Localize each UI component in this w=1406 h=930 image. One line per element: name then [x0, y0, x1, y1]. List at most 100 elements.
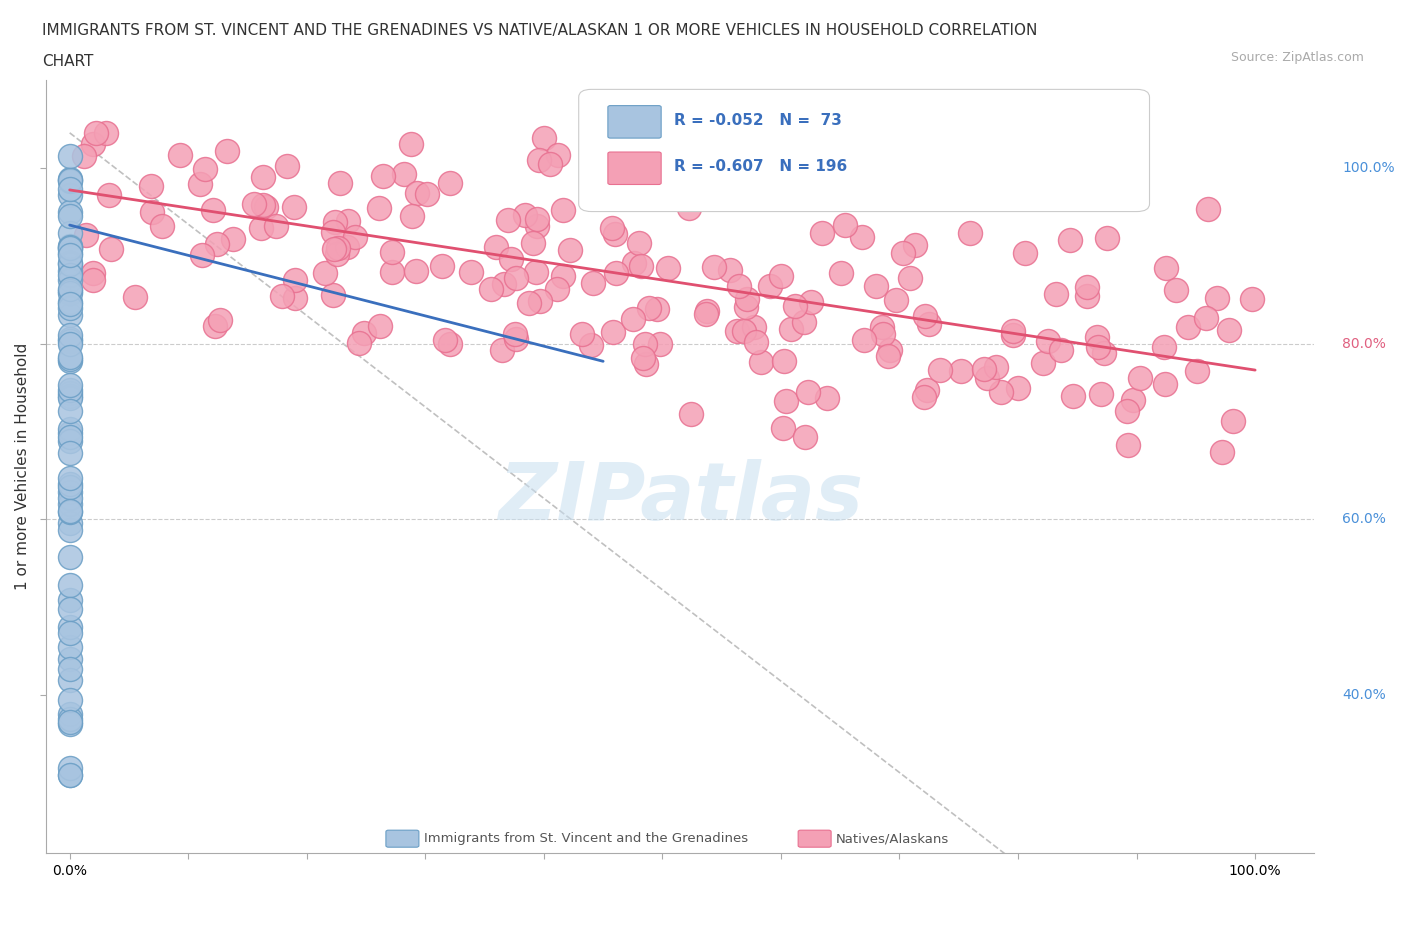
- Point: [884, 293, 907, 308]
- Point: [124, 289, 146, 304]
- Point: [59, 389, 82, 404]
- Point: [460, 264, 482, 279]
- Point: [1153, 339, 1175, 354]
- Point: [973, 362, 995, 377]
- Point: [1092, 346, 1115, 361]
- Point: [59, 286, 82, 300]
- Point: [59, 242, 82, 257]
- Point: [381, 264, 404, 279]
- Point: [59, 503, 82, 518]
- Point: [602, 325, 624, 339]
- Point: [772, 421, 794, 436]
- Point: [546, 281, 568, 296]
- Point: [401, 208, 423, 223]
- Point: [59, 352, 82, 366]
- Point: [912, 390, 935, 405]
- Point: [976, 370, 998, 385]
- Point: [851, 230, 873, 245]
- Point: [59, 353, 82, 368]
- Point: [526, 219, 548, 233]
- Point: [900, 271, 922, 286]
- Point: [59, 421, 82, 436]
- Point: [100, 241, 122, 256]
- Point: [59, 333, 82, 348]
- Point: [59, 715, 82, 730]
- Point: [949, 363, 972, 378]
- Point: [634, 357, 657, 372]
- Point: [785, 299, 807, 313]
- Point: [797, 384, 820, 399]
- Point: [571, 326, 593, 341]
- Point: [620, 161, 643, 176]
- Point: [59, 272, 82, 287]
- Point: [623, 255, 645, 270]
- Point: [59, 282, 82, 297]
- Point: [745, 334, 768, 349]
- Point: [336, 240, 359, 255]
- Point: [59, 477, 82, 492]
- Point: [515, 207, 537, 222]
- Point: [491, 342, 513, 357]
- Point: [990, 385, 1012, 400]
- Point: [59, 327, 82, 342]
- Point: [283, 200, 305, 215]
- Point: [517, 296, 540, 311]
- Point: [703, 259, 725, 274]
- Point: [1222, 414, 1244, 429]
- Point: [276, 158, 298, 173]
- Point: [582, 275, 605, 290]
- FancyBboxPatch shape: [579, 89, 1150, 211]
- Point: [749, 354, 772, 369]
- Point: [538, 157, 561, 172]
- Point: [59, 208, 82, 223]
- Point: [406, 186, 429, 201]
- FancyBboxPatch shape: [607, 106, 661, 138]
- Point: [775, 393, 797, 408]
- Point: [633, 337, 655, 352]
- Point: [59, 257, 82, 272]
- Point: [59, 601, 82, 616]
- Point: [893, 246, 915, 260]
- Point: [834, 218, 856, 232]
- Point: [1129, 371, 1152, 386]
- Point: [1062, 389, 1084, 404]
- Point: [59, 445, 82, 460]
- Point: [59, 426, 82, 441]
- Point: [501, 251, 523, 266]
- Point: [1211, 445, 1233, 459]
- Point: [322, 288, 344, 303]
- Point: [59, 263, 82, 278]
- Text: Natives/Alaskans: Natives/Alaskans: [837, 832, 949, 845]
- Point: [605, 266, 627, 281]
- Point: [815, 391, 838, 405]
- Point: [98, 187, 121, 202]
- Point: [59, 626, 82, 641]
- Point: [1195, 311, 1218, 325]
- Text: R = -0.052   N =  73: R = -0.052 N = 73: [673, 113, 842, 127]
- Point: [780, 322, 803, 337]
- Text: CHART: CHART: [42, 54, 94, 69]
- Point: [194, 161, 217, 176]
- Point: [433, 332, 456, 347]
- Point: [323, 215, 346, 230]
- Point: [59, 550, 82, 565]
- Point: [1122, 393, 1144, 408]
- Point: [84, 126, 107, 140]
- Point: [59, 238, 82, 253]
- FancyBboxPatch shape: [607, 152, 661, 184]
- Point: [647, 301, 669, 316]
- Point: [678, 201, 700, 216]
- Point: [904, 237, 927, 252]
- Point: [494, 276, 516, 291]
- Point: [793, 430, 815, 445]
- Point: [59, 308, 82, 323]
- Point: [959, 225, 981, 240]
- Point: [865, 279, 887, 294]
- Point: [353, 326, 375, 340]
- Point: [1154, 260, 1177, 275]
- Point: [82, 137, 104, 152]
- Point: [405, 264, 427, 279]
- Point: [59, 246, 82, 260]
- Point: [59, 284, 82, 299]
- Point: [82, 265, 104, 280]
